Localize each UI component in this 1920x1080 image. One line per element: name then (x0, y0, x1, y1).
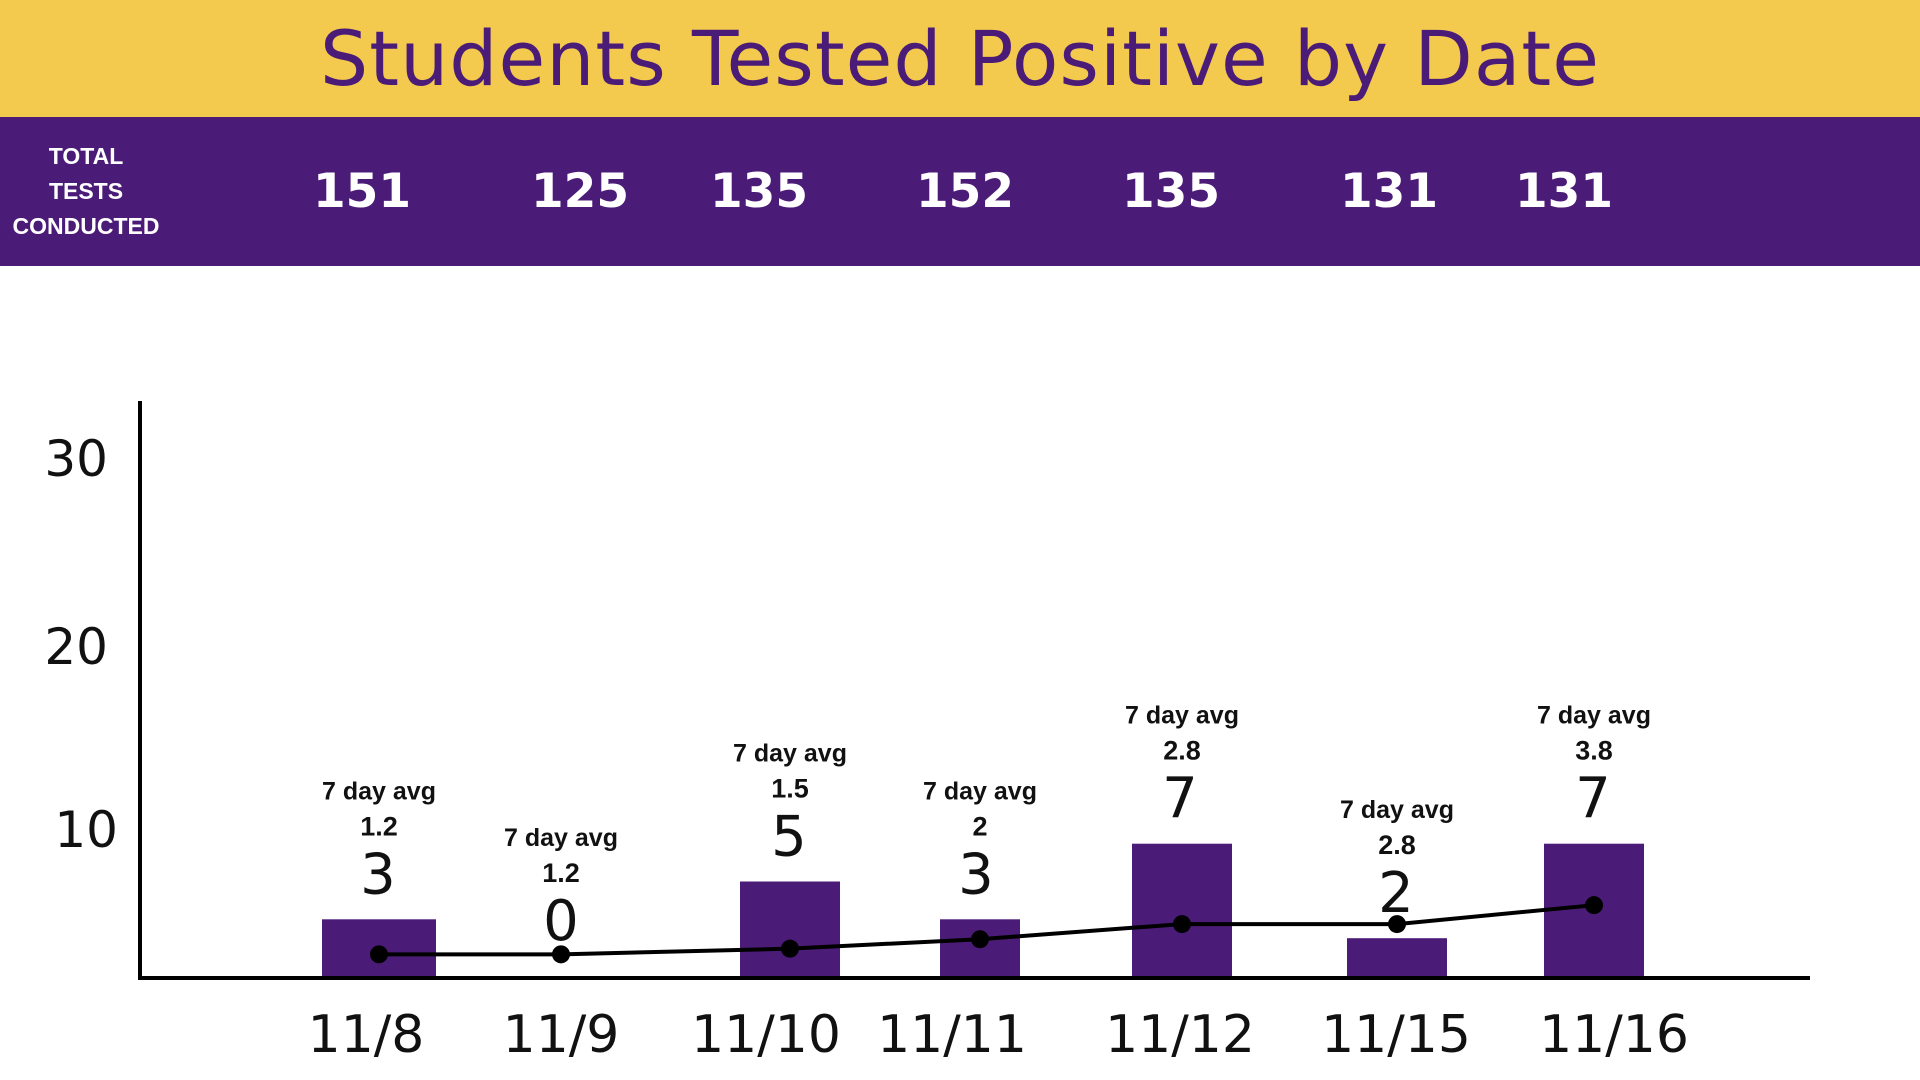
total-tests-band: TOTAL TESTS CONDUCTED 151 125 135 152 13… (0, 117, 1920, 266)
total-tests-value: 131 (1339, 164, 1439, 219)
total-tests-label-line: TOTAL (48, 143, 124, 169)
avg-caption: 7 day avg (1537, 702, 1651, 730)
total-tests-value: 151 (312, 164, 412, 219)
bar (740, 881, 840, 976)
avg-value-label: 1.5 (771, 774, 809, 804)
avg-trend-point (1585, 896, 1603, 915)
y-tick-label: 20 (44, 618, 108, 676)
avg-caption: 7 day avg (923, 777, 1037, 805)
total-tests-label: TOTAL TESTS CONDUCTED (0, 117, 172, 266)
avg-caption: 7 day avg (322, 777, 436, 805)
x-category-label: 11/8 (308, 1005, 425, 1065)
bar-value-label: 5 (771, 805, 807, 870)
x-category-label: 11/10 (691, 1005, 841, 1065)
bar (1132, 843, 1232, 976)
avg-trend-point (971, 930, 989, 949)
avg-caption: 7 day avg (1340, 796, 1454, 824)
bar-value-label: 7 (1162, 767, 1198, 832)
total-tests-value: 152 (915, 164, 1015, 219)
total-tests-value: 135 (709, 164, 809, 219)
bar-value-label: 3 (360, 842, 396, 907)
y-tick-label: 10 (54, 801, 118, 859)
bar-value-label: 3 (958, 842, 994, 907)
total-tests-value: 125 (530, 164, 630, 219)
avg-value-label: 2.8 (1163, 736, 1201, 766)
avg-trend-point (781, 939, 799, 958)
x-category-label: 11/15 (1321, 1005, 1471, 1065)
avg-trend-point (1173, 915, 1191, 934)
avg-value-label: 2.8 (1378, 830, 1416, 860)
total-tests-label-line: TESTS (48, 178, 124, 204)
avg-caption: 7 day avg (1125, 702, 1239, 730)
avg-trend-point (552, 945, 570, 964)
total-tests-value: 131 (1514, 164, 1614, 219)
x-category-label: 11/16 (1539, 1005, 1689, 1065)
x-category-label: 11/12 (1105, 1005, 1255, 1065)
x-category-label: 11/9 (503, 1005, 620, 1065)
avg-value-label: 1.2 (360, 811, 398, 841)
avg-value-label: 2 (972, 811, 987, 841)
bar (1347, 938, 1447, 976)
avg-caption: 7 day avg (733, 740, 847, 768)
title-banner: Students Tested Positive by Date (0, 0, 1920, 117)
avg-value-label: 3.8 (1575, 736, 1613, 766)
avg-caption: 7 day avg (504, 824, 618, 852)
avg-trend-point (1388, 915, 1406, 934)
avg-value-label: 1.2 (542, 858, 580, 888)
total-tests-value: 135 (1121, 164, 1221, 219)
avg-trend-point (370, 945, 388, 964)
y-tick-label: 30 (44, 430, 108, 488)
bar-value-label: 7 (1575, 767, 1611, 832)
chart-title: Students Tested Positive by Date (320, 13, 1600, 103)
x-category-label: 11/11 (877, 1005, 1027, 1065)
bar-value-label: 0 (543, 889, 579, 954)
total-tests-label-line: CONDUCTED (12, 213, 160, 239)
